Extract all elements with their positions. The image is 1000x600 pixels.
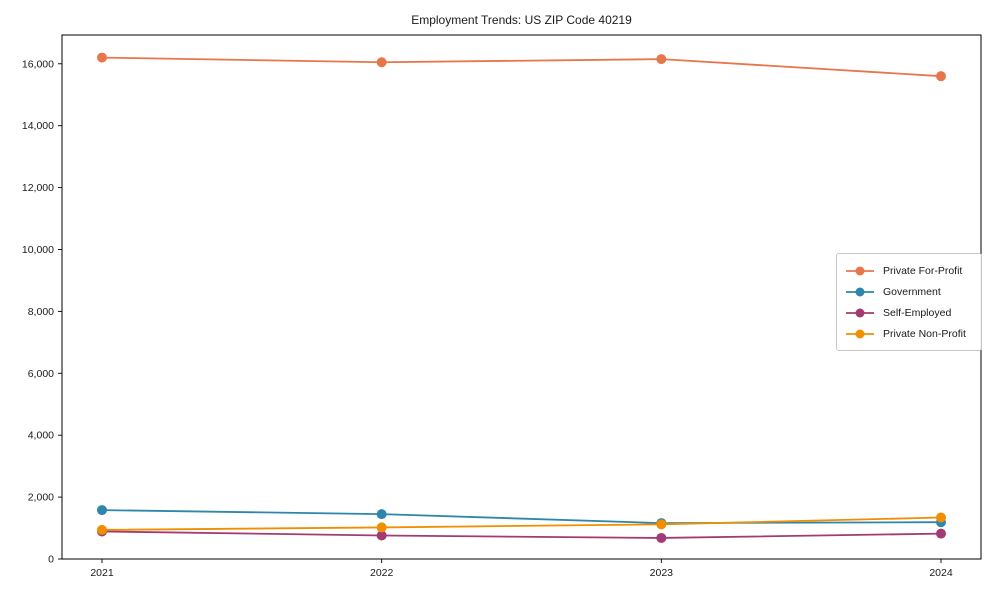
series-private-for-profit (97, 52, 946, 82)
data-point (376, 530, 387, 541)
legend-item-label: Private For-Profit (883, 264, 963, 277)
legend-item-label: Private Non-Profit (883, 327, 966, 340)
series-private-non-profit (97, 512, 946, 535)
data-point (936, 528, 946, 539)
y-axis-tick-label: 2,000 (28, 492, 54, 504)
data-point (936, 512, 946, 523)
data-point (936, 71, 946, 82)
y-axis-tick-label: 4,000 (28, 430, 54, 442)
data-point (656, 532, 667, 543)
legend-item-government: Government (845, 281, 973, 302)
y-axis-tick-label: 0 (48, 554, 54, 566)
data-point (97, 52, 107, 63)
chart-title: Employment Trends: US ZIP Code 40219 (411, 13, 632, 27)
series-line (101, 530, 942, 539)
series-line (101, 509, 942, 524)
legend-item-self-employed: Self-Employed (845, 302, 973, 323)
data-point (97, 524, 107, 535)
legend-item-private-non-profit: Private Non-Profit (845, 323, 973, 344)
series-line (101, 516, 942, 531)
y-axis-tick-label: 12,000 (22, 182, 54, 194)
x-axis-tick-label: 2024 (929, 567, 953, 579)
legend-marker-icon (846, 308, 874, 317)
legend-marker-icon (846, 266, 874, 275)
y-axis-tick-label: 16,000 (22, 58, 54, 70)
legend-item-private-for-profit: Private For-Profit (845, 260, 973, 281)
series-government (97, 505, 946, 529)
y-axis-tick-label: 14,000 (22, 120, 54, 132)
x-axis-tick-label: 2022 (370, 567, 394, 579)
data-point (376, 509, 387, 520)
x-axis-tick-label: 2021 (90, 567, 114, 579)
data-point (656, 54, 667, 65)
legend-item-label: Government (883, 285, 941, 298)
data-point (376, 522, 387, 533)
legend-marker-icon (846, 287, 874, 296)
legend: Private For-Profit Government Self-Employe… (836, 253, 982, 351)
y-axis-tick-label: 10,000 (22, 244, 54, 256)
x-axis-tick-label: 2023 (650, 567, 674, 579)
data-point (656, 519, 667, 530)
series-line (101, 56, 942, 78)
y-axis-tick-label: 8,000 (28, 306, 54, 318)
data-point (376, 57, 387, 68)
data-point (97, 505, 107, 516)
legend-marker-icon (846, 329, 874, 338)
legend-item-label: Self-Employed (883, 306, 952, 319)
y-axis-tick-label: 6,000 (28, 368, 54, 380)
